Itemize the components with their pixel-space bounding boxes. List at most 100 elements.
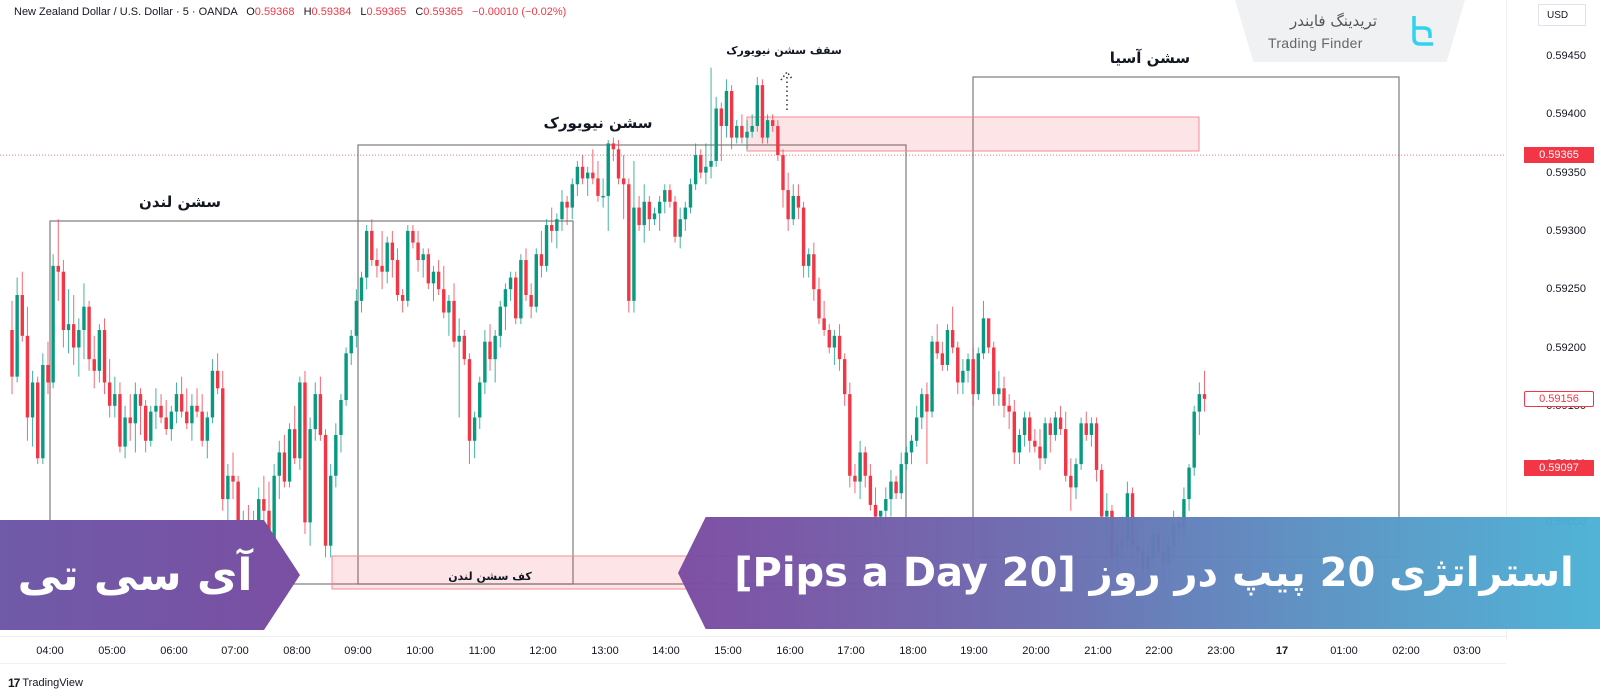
candle (781, 149, 785, 208)
candle (1192, 405, 1196, 476)
candle (143, 399, 148, 453)
candle (539, 230, 544, 278)
time-tick-label: 21:00 (1084, 645, 1112, 657)
price-marker-tag: 0.59097 (1524, 459, 1594, 476)
symbol-name: New Zealand Dollar / U.S. Dollar · 5 · O… (14, 6, 238, 18)
open-value: 0.59368 (254, 6, 295, 18)
asia-session-label: سشن آسیا (1109, 49, 1191, 67)
candle (848, 382, 852, 488)
candle (87, 300, 91, 371)
candle (457, 318, 461, 418)
time-tick-label: 09:00 (344, 645, 372, 657)
candle (190, 394, 194, 441)
candle (1202, 370, 1207, 412)
candle (36, 376, 40, 465)
time-tick-label: 01:00 (1330, 645, 1358, 657)
candle (1028, 411, 1032, 453)
price-tick-label: 0.59350 (1546, 166, 1586, 179)
candle (678, 207, 682, 249)
candle (431, 265, 436, 301)
candle (10, 300, 14, 395)
candle (519, 254, 523, 325)
candle (97, 324, 102, 383)
candle (1187, 464, 1191, 511)
candle (961, 359, 965, 395)
newyork-high-zone (746, 116, 1200, 152)
candle (400, 289, 405, 313)
candle (107, 359, 112, 418)
price-axis[interactable]: USD 0.59450 0.59400 0.59350 0.59300 0.59250 0… (1506, 0, 1600, 640)
candle (41, 353, 45, 465)
candle (488, 324, 492, 371)
candle (328, 464, 333, 558)
candle (493, 330, 497, 383)
candle (30, 370, 35, 447)
time-tick-label: 05:00 (98, 645, 126, 657)
candle (133, 382, 138, 453)
low-key: L (360, 6, 367, 18)
time-tick-label: 14:00 (652, 645, 680, 657)
time-tick-label: 22:00 (1145, 645, 1173, 657)
candle (282, 434, 287, 488)
candle (25, 306, 30, 441)
time-tick-label: 13:00 (591, 645, 619, 657)
time-tick-label: 18:00 (899, 645, 927, 657)
candle (627, 178, 631, 313)
candle (822, 300, 826, 336)
candle (945, 324, 950, 371)
candle (699, 149, 703, 179)
candle (71, 295, 76, 365)
candle (621, 155, 626, 220)
candle (503, 283, 508, 331)
candle (935, 324, 939, 360)
candle (601, 178, 605, 208)
candle (277, 440, 281, 500)
candle (745, 120, 749, 150)
candle (215, 353, 220, 395)
candle (688, 178, 693, 214)
symbol-legend: New Zealand Dollar / U.S. Dollar · 5 · O… (14, 6, 566, 18)
candle (611, 137, 616, 161)
tradingview-mark-icon: 17 (8, 676, 20, 690)
candle (765, 114, 770, 144)
candle (786, 172, 790, 231)
candle (478, 376, 482, 430)
currency-selector[interactable]: USD (1538, 4, 1586, 26)
newyork-high-label: سقف سشن نیویورک (726, 44, 842, 57)
change-value: −0.00010 (−0.02%) (472, 6, 567, 18)
tradingview-logo[interactable]: 17 TradingView (8, 676, 83, 690)
candle (200, 394, 204, 447)
candle (262, 475, 266, 523)
candle (123, 405, 127, 459)
candle (992, 341, 996, 406)
candle (1058, 405, 1063, 435)
candle (740, 114, 744, 144)
candle (560, 190, 564, 231)
candle (693, 143, 698, 191)
candle (514, 271, 518, 325)
candle (657, 195, 662, 231)
candle (231, 452, 235, 500)
candle (149, 405, 153, 447)
candle (51, 254, 55, 389)
candle (416, 230, 420, 272)
candle (632, 160, 636, 313)
candle (1094, 417, 1099, 482)
candle (498, 300, 502, 348)
candle (452, 283, 456, 348)
time-tick-label: 10:00 (406, 645, 434, 657)
candle (1043, 417, 1047, 465)
candle (565, 195, 569, 226)
candle (344, 347, 348, 406)
time-axis[interactable]: 04:00 05:00 06:00 07:00 08:00 09:00 10:00 11:00… (0, 636, 1506, 664)
candle (570, 178, 574, 220)
candle (46, 341, 50, 395)
time-tick-label: 16:00 (776, 645, 804, 657)
candle (750, 114, 754, 138)
candle (195, 388, 199, 418)
candle (349, 330, 353, 365)
candle (61, 260, 66, 348)
currency-label: USD (1547, 9, 1569, 21)
candle (899, 452, 903, 500)
candle (375, 248, 379, 278)
